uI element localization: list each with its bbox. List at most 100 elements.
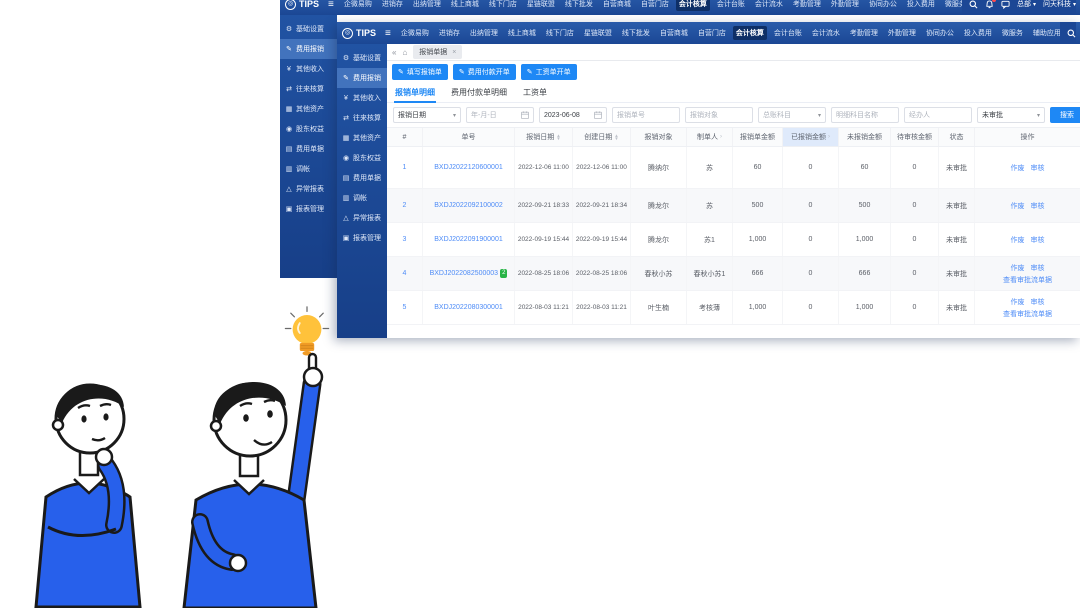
company-switcher[interactable]: 问天科技 ▾: [1043, 0, 1076, 9]
nav-item[interactable]: 出纳管理▾: [467, 26, 501, 40]
column-header[interactable]: 制单人 ▲▼ ›: [687, 128, 733, 146]
filter-field[interactable]: 搜索 ▾: [1050, 107, 1080, 123]
audit-link[interactable]: 审核: [1030, 298, 1045, 306]
nav-item[interactable]: 线下批发▾: [619, 26, 653, 40]
brand[interactable]: ◎ TIPS: [342, 27, 376, 39]
nav-item[interactable]: 进销存▾: [436, 26, 463, 40]
menu-toggle-icon[interactable]: ≡: [385, 27, 391, 39]
column-header[interactable]: 待审核金额 ▲▼ ›: [891, 128, 939, 146]
expand-icon[interactable]: ›: [828, 134, 830, 140]
nav-item[interactable]: 协同办公▾: [923, 26, 957, 40]
message-icon[interactable]: [1001, 0, 1010, 9]
nav-item[interactable]: 线下门店▾: [486, 0, 520, 11]
sidebar-item[interactable]: ⇄ 往来核算: [280, 79, 337, 99]
audit-link[interactable]: 审核: [1030, 236, 1045, 244]
nav-item[interactable]: 企微易购▾: [398, 26, 432, 40]
column-header[interactable]: 创建日期 ▲▼ ›: [573, 128, 631, 146]
void-link[interactable]: 作废: [1010, 264, 1025, 272]
nav-item[interactable]: 线下批发▾: [562, 0, 596, 11]
nav-item[interactable]: 微服务▾: [942, 0, 969, 11]
audit-link[interactable]: 审核: [1030, 202, 1045, 210]
sidebar-item[interactable]: ¥ 其他收入: [280, 59, 337, 79]
close-icon[interactable]: ×: [452, 48, 457, 56]
void-link[interactable]: 作废: [1010, 236, 1025, 244]
sub-tab[interactable]: 工资单: [523, 87, 547, 97]
nav-item[interactable]: 投入费用▾: [961, 26, 995, 40]
nav-item[interactable]: 自营商城▾: [600, 0, 634, 11]
toolbar-button[interactable]: ✎ 填写报销单: [392, 64, 448, 80]
filter-field[interactable]: 经办人 ▾: [904, 107, 972, 123]
audit-link[interactable]: 审核: [1030, 264, 1045, 272]
expand-icon[interactable]: ›: [720, 134, 722, 140]
nav-item[interactable]: 线上商城▾: [505, 26, 539, 40]
sidebar-item[interactable]: ⇄ 往来核算: [337, 108, 387, 128]
audit-link[interactable]: 审核: [1030, 164, 1045, 172]
sidebar-item[interactable]: ▣ 报表管理: [337, 228, 387, 248]
collapse-sidebar-icon[interactable]: «: [392, 47, 397, 57]
sidebar-item[interactable]: ▤ 费用单据: [280, 139, 337, 159]
sidebar-item[interactable]: ▥ 调帐: [280, 159, 337, 179]
doc-number-link[interactable]: BXDJ2022120600001: [423, 147, 515, 188]
nav-item[interactable]: 会计核算▾: [732, 26, 767, 40]
sidebar-item[interactable]: ◉ 股东权益: [337, 148, 387, 168]
nav-item[interactable]: 会计台账▾: [771, 26, 805, 40]
column-header[interactable]: 已报销金额 ▲▼ ›: [783, 128, 839, 146]
nav-item[interactable]: 协同办公▾: [866, 0, 900, 11]
sidebar-item[interactable]: ¥ 其他收入: [337, 88, 387, 108]
toolbar-button[interactable]: ✎ 工资单开单: [520, 64, 577, 80]
column-header[interactable]: 单号 ▲▼ ›: [423, 128, 515, 146]
filter-field[interactable]: 报销日期 ▾: [393, 107, 461, 123]
nav-item[interactable]: 微服务▾: [999, 26, 1026, 40]
nav-item[interactable]: 星链联盟▾: [524, 0, 558, 11]
sub-tab[interactable]: 报销单明细: [394, 83, 436, 103]
nav-item[interactable]: 会计台账▾: [714, 0, 748, 11]
sidebar-item[interactable]: △ 异常报表: [280, 179, 337, 199]
nav-item[interactable]: 辅助应用▾: [1030, 26, 1064, 40]
nav-item[interactable]: 会计核算▾: [675, 0, 710, 11]
sidebar-item[interactable]: ▣ 报表管理: [280, 199, 337, 219]
sidebar-item[interactable]: ✎ 费用报销: [337, 68, 387, 88]
sidebar-item[interactable]: ◉ 股东权益: [280, 119, 337, 139]
search-icon[interactable]: [969, 0, 978, 9]
bell-icon[interactable]: [985, 0, 996, 9]
sidebar-item[interactable]: ▥ 调帐: [337, 188, 387, 208]
nav-item[interactable]: 进销存▾: [379, 0, 406, 11]
sidebar-item[interactable]: ✎ 费用报销: [280, 39, 337, 59]
brand[interactable]: ◎ TIPS: [285, 0, 319, 10]
home-icon[interactable]: ⌂: [402, 47, 408, 57]
nav-item[interactable]: 会计流水▾: [809, 26, 843, 40]
sidebar-item[interactable]: ▦ 其他资产: [337, 128, 387, 148]
sort-icon[interactable]: ▲ ▼: [614, 132, 619, 141]
void-link[interactable]: 作废: [1010, 202, 1025, 210]
filter-field[interactable]: 年-月-日 ▾: [466, 107, 534, 123]
sort-icon[interactable]: ▲ ▼: [556, 132, 561, 141]
doc-number-link[interactable]: BXDJ2022080300001: [423, 291, 515, 324]
nav-item[interactable]: 自营门店▾: [695, 26, 729, 40]
filter-field[interactable]: 报销对象 ▾: [685, 107, 753, 123]
column-header[interactable]: 报销对象 ▲▼ ›: [631, 128, 687, 146]
filter-field[interactable]: 未审批 ▾: [977, 107, 1045, 123]
doc-number-link[interactable]: BXDJ2022092100002: [423, 189, 515, 222]
column-header[interactable]: 未报销金额 ▲▼ ›: [839, 128, 891, 146]
doc-number-link[interactable]: BXDJ2022082500003 2: [423, 257, 515, 290]
sub-tab[interactable]: 费用付款单明细: [451, 87, 507, 97]
filter-field[interactable]: 2023-06-08 ▾: [539, 107, 607, 123]
column-header[interactable]: 报销单金额 ▲▼ ›: [733, 128, 783, 146]
column-header[interactable]: 操作 ▲▼ ›: [975, 128, 1080, 146]
void-link[interactable]: 作废: [1010, 298, 1025, 306]
filter-field[interactable]: 明细科目名称 ▾: [831, 107, 899, 123]
sidebar-item[interactable]: △ 异常报表: [337, 208, 387, 228]
nav-item[interactable]: 出纳管理▾: [410, 0, 444, 11]
org-switcher[interactable]: 总部 ▾: [1017, 0, 1036, 9]
view-approval-flow-link[interactable]: 查看审批流单据: [1003, 310, 1052, 318]
view-approval-flow-link[interactable]: 查看审批流单据: [1003, 276, 1052, 284]
column-header[interactable]: # ▲▼ ›: [387, 128, 423, 146]
nav-item[interactable]: 自营门店▾: [638, 0, 672, 11]
sidebar-item[interactable]: ▤ 费用单据: [337, 168, 387, 188]
nav-item[interactable]: 会计流水▾: [752, 0, 786, 11]
sidebar-item[interactable]: ⚙ 基础设置: [280, 19, 337, 39]
nav-item[interactable]: 投入费用▾: [904, 0, 938, 11]
nav-item[interactable]: 线下门店▾: [543, 26, 577, 40]
nav-item[interactable]: 星链联盟▾: [581, 26, 615, 40]
menu-toggle-icon[interactable]: ≡: [328, 0, 334, 10]
